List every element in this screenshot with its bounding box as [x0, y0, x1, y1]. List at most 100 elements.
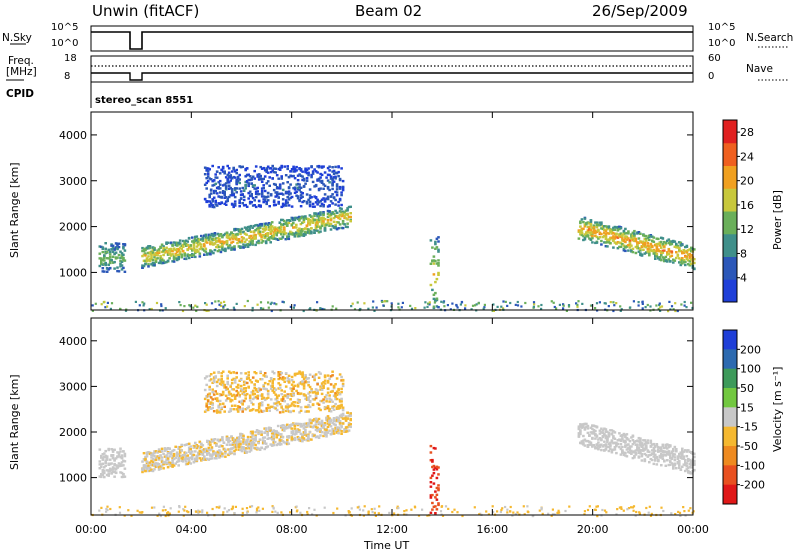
power-cell — [208, 200, 211, 203]
power-cell — [122, 259, 125, 262]
velocity-cell — [233, 449, 236, 453]
velocity-cell — [257, 405, 261, 408]
velocity-cell — [221, 454, 224, 457]
power-cell — [268, 184, 271, 187]
velocity-cell — [286, 426, 289, 430]
power-cell — [292, 226, 295, 229]
power-cell — [208, 195, 211, 199]
velocity-cell — [217, 399, 220, 403]
power-cell — [305, 202, 309, 205]
power-cell — [594, 229, 597, 232]
power-cell — [178, 246, 182, 249]
velocity-cell — [313, 424, 316, 427]
power-cell — [313, 212, 316, 215]
velocity-cell — [652, 447, 656, 450]
power-cell — [615, 235, 618, 238]
power-cell — [194, 251, 197, 255]
power-cell — [168, 252, 171, 255]
power-cell — [437, 273, 440, 276]
power-ground-cell — [558, 303, 561, 306]
velocity-region-2 — [203, 370, 345, 414]
velocity-cell — [212, 376, 216, 379]
velocity-cell — [298, 439, 301, 442]
velocity-cell — [332, 419, 336, 422]
power-cell — [247, 197, 250, 200]
velocity-cell — [277, 373, 280, 376]
velocity-cell — [275, 430, 278, 433]
velocity-cell — [195, 454, 199, 457]
power-cell — [144, 247, 147, 250]
power-cell — [289, 219, 292, 222]
velocity-cell — [231, 443, 235, 446]
power-cell — [144, 248, 147, 252]
velocity-cell — [332, 405, 336, 408]
velocity-cell — [211, 398, 214, 401]
power-cell — [621, 237, 624, 240]
power-cell — [168, 257, 171, 260]
velocity-cell — [654, 458, 657, 461]
power-cell — [260, 238, 263, 241]
power-cell — [432, 273, 436, 276]
velocity-cell — [269, 437, 272, 440]
power-cell — [586, 221, 590, 224]
velocity-cell — [673, 463, 677, 466]
power-cell — [313, 229, 316, 232]
power-cell — [296, 197, 300, 200]
velocity-cell — [144, 458, 147, 462]
power-cell — [664, 241, 668, 245]
velocity-cell — [310, 422, 313, 425]
velocity-cell — [332, 417, 336, 420]
velocity-cell — [299, 425, 303, 428]
velocity-cell — [429, 496, 433, 499]
velocity-ground-cell — [660, 506, 663, 509]
velocity-cell — [142, 452, 146, 455]
power-cell — [177, 249, 180, 252]
velocity-cell — [251, 397, 255, 401]
velocity-cell — [311, 425, 315, 428]
power-cell — [215, 170, 219, 173]
power-cell — [240, 236, 244, 239]
velocity-cell — [235, 371, 238, 375]
power-cell — [230, 194, 234, 197]
velocity-cell — [251, 430, 254, 433]
power-cell — [275, 186, 279, 189]
velocity-cell — [209, 448, 212, 452]
power-cell — [302, 233, 306, 236]
power-cell — [251, 236, 254, 240]
velocity-cell — [670, 462, 674, 465]
velocity-cell — [200, 450, 203, 453]
velocity-cell — [197, 451, 200, 454]
power-cell — [326, 209, 330, 213]
power-cell — [215, 237, 218, 240]
power-cell — [239, 232, 242, 236]
velocity-cell — [610, 429, 614, 432]
velocity-cell — [624, 454, 627, 457]
power-cell — [613, 225, 617, 229]
velocity-ground-cell — [564, 509, 567, 513]
velocity-cell — [582, 443, 585, 446]
power-cell — [304, 216, 307, 219]
velocity-cell — [311, 398, 315, 401]
power-ground-cell — [680, 303, 683, 306]
velocity-cell — [233, 445, 236, 449]
power-cell — [181, 250, 185, 253]
velocity-cell — [206, 393, 210, 396]
power-cell — [604, 235, 608, 238]
velocity-cell — [281, 428, 285, 432]
power-cell — [343, 211, 346, 214]
velocity-cell — [147, 466, 150, 469]
velocity-cell — [194, 450, 197, 453]
velocity-cell — [245, 447, 248, 450]
velocity-cell — [284, 372, 288, 375]
power-cell — [272, 237, 275, 240]
velocity-ground-cell — [194, 510, 198, 513]
power-cell — [183, 254, 186, 257]
power-cell — [153, 256, 156, 259]
power-cell — [141, 264, 144, 267]
velocity-cell — [325, 430, 328, 433]
power-cell — [239, 197, 243, 201]
velocity-cell — [601, 431, 605, 435]
velocity-cell — [669, 445, 672, 448]
velocity-ground-cell — [516, 511, 519, 514]
velocity-cell — [265, 388, 268, 391]
